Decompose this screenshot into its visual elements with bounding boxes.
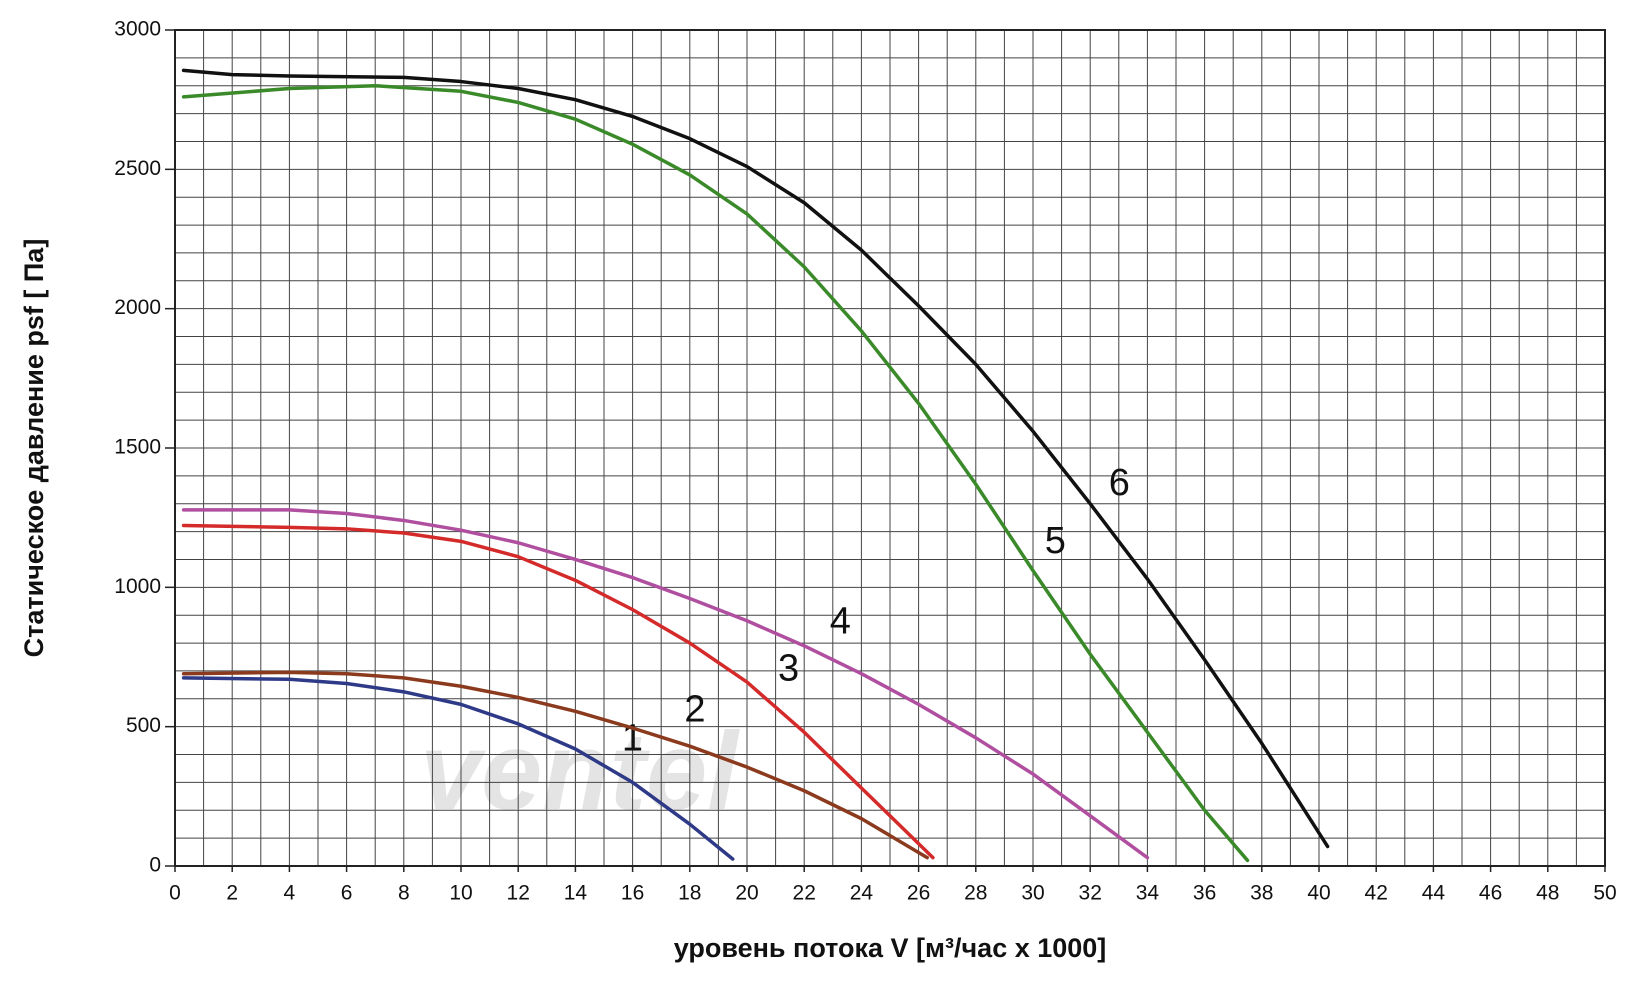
x-tick-label: 26 <box>907 882 930 905</box>
x-tick-label: 38 <box>1250 882 1273 905</box>
y-tick-label: 1500 <box>114 436 161 459</box>
curve-label: 2 <box>684 688 705 730</box>
y-tick-label: 2000 <box>114 296 161 319</box>
x-tick-label: 10 <box>449 882 472 905</box>
x-tick-label: 34 <box>1136 882 1160 905</box>
curve-label: 5 <box>1045 520 1066 562</box>
curve-label: 3 <box>778 648 799 690</box>
x-tick-label: 16 <box>621 882 644 905</box>
x-tick-label: 44 <box>1422 882 1446 905</box>
curve <box>181 83 1250 863</box>
x-tick-label: 42 <box>1365 882 1388 905</box>
curve-label: 4 <box>830 600 851 642</box>
x-tick-label: 0 <box>169 882 181 905</box>
x-tick-label: 2 <box>226 882 238 905</box>
watermark: ventel <box>420 710 740 833</box>
curve <box>181 523 935 860</box>
curve <box>181 68 1330 849</box>
curve-label: 1 <box>622 717 643 759</box>
x-tick-label: 24 <box>850 882 874 905</box>
y-tick-label: 500 <box>126 714 161 737</box>
x-tick-label: 40 <box>1307 882 1330 905</box>
x-tick-label: 22 <box>793 882 816 905</box>
x-tick-label: 8 <box>398 882 410 905</box>
y-tick-label: 0 <box>149 854 161 877</box>
plot-frame <box>174 29 1606 867</box>
x-tick-label: 50 <box>1593 882 1616 905</box>
x-tick-label: 36 <box>1193 882 1216 905</box>
curve <box>181 676 735 861</box>
x-tick-label: 30 <box>1021 882 1044 905</box>
x-tick-label: 28 <box>964 882 987 905</box>
curve <box>181 670 929 860</box>
x-tick-label: 32 <box>1079 882 1102 905</box>
y-tick-label: 1000 <box>114 575 161 598</box>
x-tick-label: 14 <box>564 882 588 905</box>
y-axis-title: Статическое давление psf [ Па] <box>19 239 49 658</box>
y-tick-label: 3000 <box>114 18 161 41</box>
x-tick-label: 6 <box>341 882 353 905</box>
x-tick-label: 20 <box>735 882 758 905</box>
curve <box>181 508 1150 860</box>
x-axis-title: уровень потока V [м³/час x 1000] <box>674 933 1107 963</box>
x-tick-label: 48 <box>1536 882 1559 905</box>
x-tick-label: 46 <box>1479 882 1502 905</box>
x-tick-label: 4 <box>284 882 296 905</box>
y-tick-label: 2500 <box>114 157 161 180</box>
x-tick-label: 12 <box>507 882 530 905</box>
curve-label: 6 <box>1109 462 1130 504</box>
x-tick-label: 18 <box>678 882 701 905</box>
